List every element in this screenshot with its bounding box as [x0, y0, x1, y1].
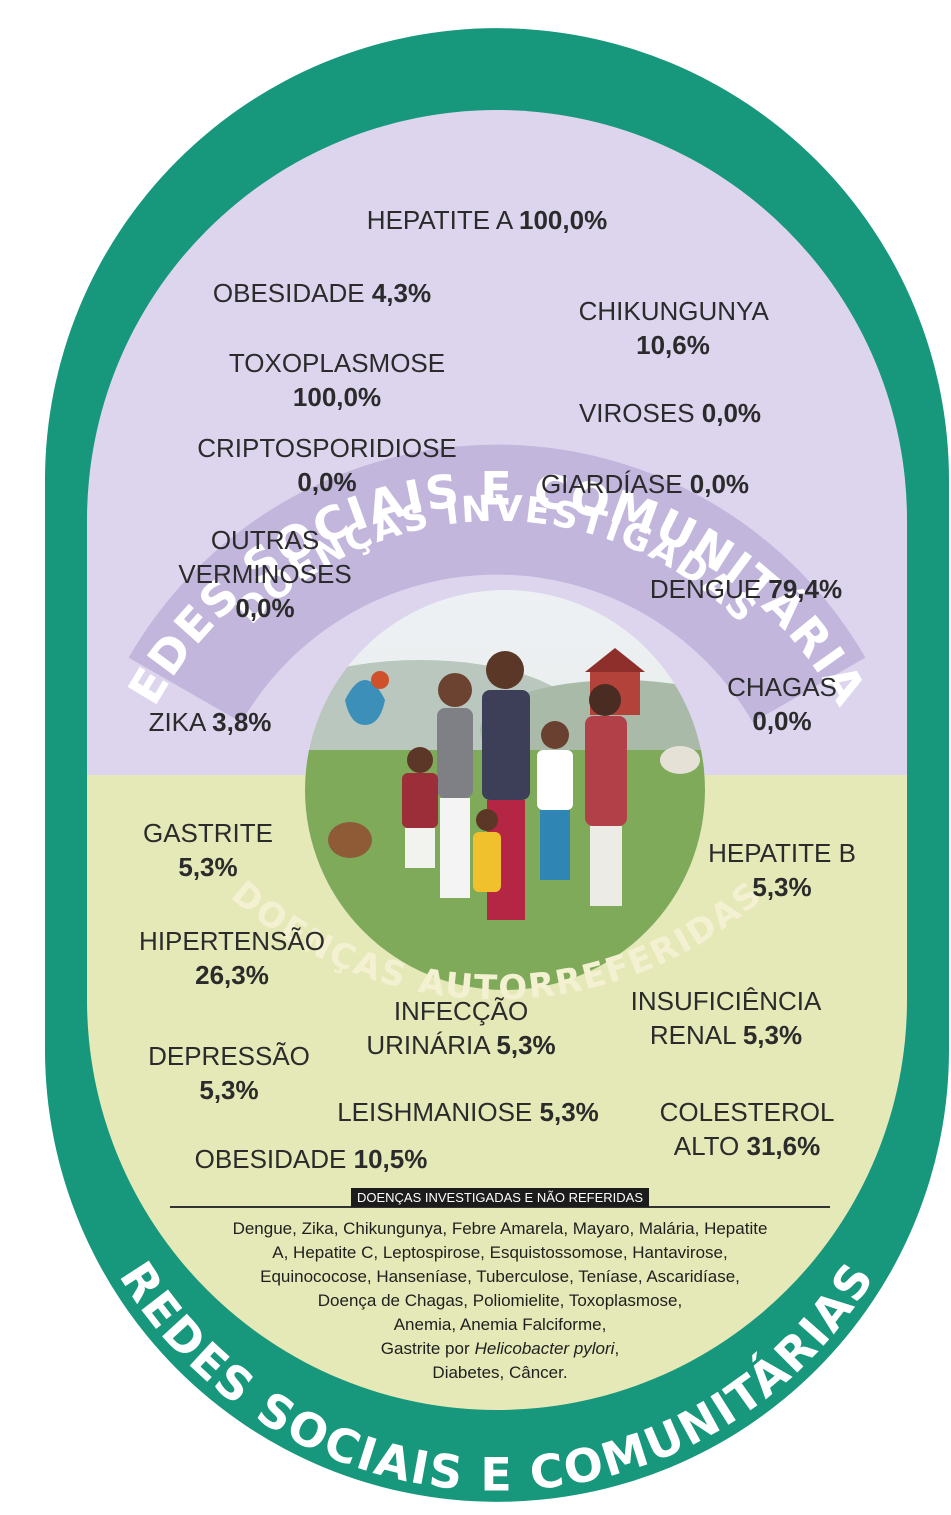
notes-line: Diabetes, Câncer.	[432, 1363, 568, 1382]
disease-name: ZIKA	[148, 707, 205, 737]
disease-item: CRIPTOSPORIDIOSE 0,0%	[187, 431, 467, 499]
notes-line-part: Helicobacter pylori	[474, 1339, 615, 1358]
disease-item: CHAGAS 0,0%	[717, 670, 847, 738]
disease-item: LEISHMANIOSE 5,3%	[268, 1095, 668, 1129]
notes-line: Doença de Chagas, Poliomielite, Toxoplas…	[317, 1291, 683, 1310]
disease-name: CRIPTOSPORIDIOSE	[197, 433, 457, 463]
disease-name: LEISHMANIOSE	[337, 1097, 533, 1127]
notes-box: DOENÇAS INVESTIGADAS E NÃO REFERIDAS Den…	[160, 1188, 840, 1385]
disease-value: 0,0%	[752, 706, 812, 736]
disease-name: VIROSES	[578, 398, 695, 428]
notes-line-part: ,	[614, 1339, 620, 1358]
disease-value: 100,0%	[519, 205, 608, 235]
disease-name: HIPERTENSÃO	[139, 926, 325, 956]
disease-value: 0,0%	[235, 593, 295, 623]
subtitle-band	[128, 444, 866, 724]
disease-name: HEPATITE A	[366, 205, 512, 235]
disease-item: GASTRITE 5,3%	[133, 816, 283, 884]
illustration	[305, 590, 705, 990]
disease-value: 5,3%	[496, 1030, 556, 1060]
disease-name: OBESIDADE	[194, 1144, 347, 1174]
inner-panel	[87, 110, 907, 1410]
disease-name: TOXOPLASMOSE	[228, 348, 446, 378]
disease-name: GIARDÍASE	[540, 469, 683, 499]
disease-value: 5,3%	[742, 1020, 803, 1050]
disease-item: ZIKA 3,8%	[60, 705, 360, 739]
disease-name: DEPRESSÃO	[148, 1041, 310, 1071]
disease-value: 0,0%	[297, 467, 357, 497]
disease-name: INFECÇÃO URINÁRIA	[366, 996, 529, 1060]
disease-item: DENGUE 79,4%	[546, 572, 946, 606]
disease-name: OBESIDADE	[212, 278, 365, 308]
notes-lines: Dengue, Zika, Chikungunya, Febre Amarela…	[160, 1217, 840, 1385]
disease-value: 26,3%	[195, 960, 269, 990]
disease-item: OBESIDADE 10,5%	[111, 1142, 511, 1176]
notes-line: Equinococose, Hanseníase, Tuberculose, T…	[260, 1267, 740, 1286]
notes-line: Anemia, Anemia Falciforme,	[393, 1315, 607, 1334]
disease-value: 5,3%	[199, 1075, 259, 1105]
disease-item: HEPATITE B 5,3%	[682, 836, 882, 904]
disease-name: COLESTEROL ALTO	[659, 1097, 835, 1161]
notes-label: DOENÇAS INVESTIGADAS E NÃO REFERIDAS	[350, 1188, 650, 1207]
notes-rule	[170, 1206, 830, 1208]
disease-value: 100,0%	[292, 382, 382, 412]
disease-value: 5,3%	[752, 872, 812, 902]
disease-item: TOXOPLASMOSE 100,0%	[217, 346, 457, 414]
disease-value: 5,3%	[178, 852, 238, 882]
disease-item: INFECÇÃO URINÁRIA 5,3%	[341, 994, 581, 1062]
disease-value: 79,4%	[768, 574, 843, 604]
disease-item: VIROSES 0,0%	[470, 396, 870, 430]
disease-item: HEPATITE A 100,0%	[237, 203, 737, 237]
disease-name: OUTRAS VERMINOSES	[178, 525, 352, 589]
disease-value: 31,6%	[746, 1131, 821, 1161]
disease-value: 0,0%	[689, 469, 750, 499]
notes-line-part: Gastrite por	[380, 1339, 470, 1358]
disease-item: CHIKUNGUNYA 10,6%	[553, 294, 793, 362]
notes-line: Gastrite por Helicobacter pylori,	[160, 1337, 840, 1361]
disease-value: 10,6%	[636, 330, 710, 360]
notes-line: Dengue, Zika, Chikungunya, Febre Amarela…	[232, 1219, 768, 1238]
disease-name: CHIKUNGUNYA	[578, 296, 768, 326]
disease-name: HEPATITE B	[708, 838, 856, 868]
disease-item: COLESTEROL ALTO 31,6%	[642, 1095, 852, 1163]
disease-value: 5,3%	[539, 1097, 599, 1127]
disease-item: GIARDÍASE 0,0%	[445, 467, 845, 501]
disease-name: CHAGAS	[727, 672, 837, 702]
disease-name: INSUFICIÊNCIA RENAL	[630, 986, 822, 1050]
disease-value: 4,3%	[371, 278, 432, 308]
disease-item: INSUFICIÊNCIA RENAL 5,3%	[611, 984, 841, 1052]
disease-item: HIPERTENSÃO 26,3%	[117, 924, 347, 992]
disease-value: 3,8%	[212, 707, 272, 737]
disease-name: DENGUE	[649, 574, 762, 604]
disease-value: 10,5%	[353, 1144, 428, 1174]
disease-name: GASTRITE	[142, 818, 273, 848]
disease-value: 0,0%	[701, 398, 762, 428]
disease-item: OBESIDADE 4,3%	[122, 276, 522, 310]
notes-line: A, Hepatite C, Leptospirose, Esquistosso…	[272, 1243, 728, 1262]
disease-item: OUTRAS VERMINOSES 0,0%	[175, 523, 355, 625]
disease-item: DEPRESSÃO 5,3%	[129, 1039, 329, 1107]
